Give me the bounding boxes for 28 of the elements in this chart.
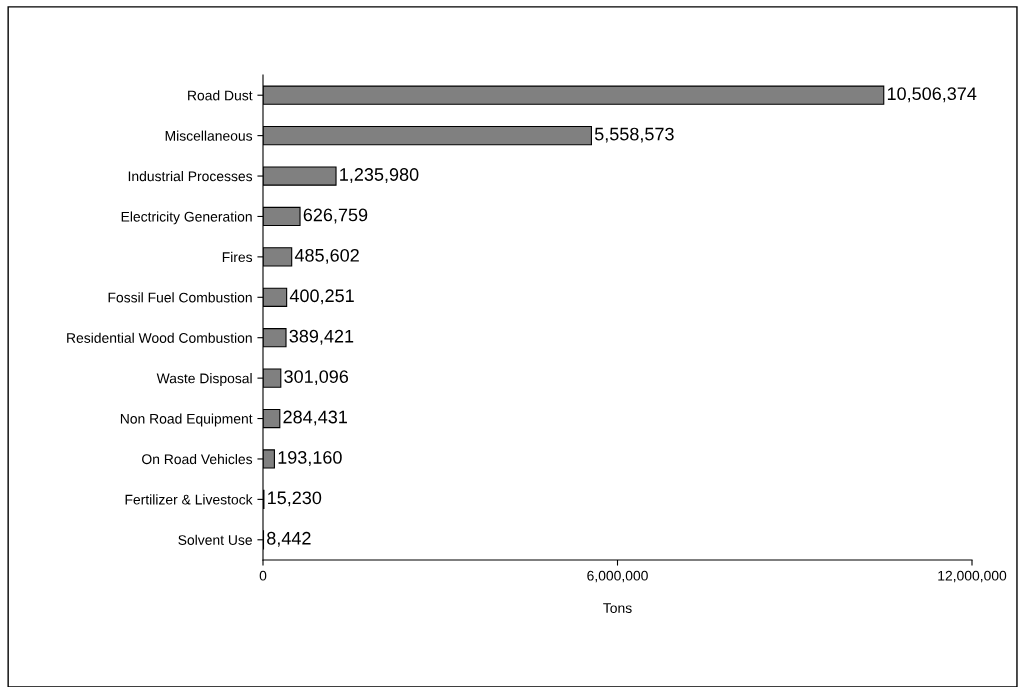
y-tick-label: Solvent Use	[178, 534, 252, 545]
x-tick-label: 6,000,000	[587, 570, 648, 583]
data-label: 284,431	[283, 410, 347, 426]
y-tick-label: Fossil Fuel Combustion	[108, 292, 252, 303]
data-label: 301,096	[284, 370, 349, 386]
y-tick-label: Waste Disposal	[156, 373, 252, 387]
data-label: 400,251	[289, 289, 354, 305]
y-tick-label: Non Road Equipment	[120, 413, 253, 427]
data-label: 8,442	[267, 531, 311, 547]
data-label: 389,421	[289, 329, 354, 345]
y-tick-label: Miscellaneous	[165, 130, 253, 141]
x-tick-label: 0	[259, 570, 267, 581]
data-label: 15,230	[268, 491, 322, 507]
x-tick-label: 12,000,000	[938, 570, 1007, 583]
y-tick-label: Electricity Generation	[121, 211, 252, 225]
data-label: 626,759	[303, 208, 368, 224]
y-tick-label: On Road Vehicles	[142, 453, 253, 465]
y-tick-label: Road Dust	[188, 90, 253, 101]
y-tick-label: Residential Wood Combustion	[67, 332, 252, 343]
y-tick-label: Industrial Processes	[128, 171, 253, 182]
data-label: 193,160	[278, 451, 342, 466]
data-label: 485,602	[294, 248, 359, 264]
x-axis-title: Tons	[603, 603, 632, 614]
data-label: 1,235,980	[340, 168, 419, 184]
data-label: 5,558,573	[594, 127, 674, 143]
y-tick-label: Fires	[222, 251, 253, 263]
y-tick-label: Fertilizer & Livestock	[125, 494, 253, 505]
data-label: 10,506,374	[887, 87, 977, 103]
